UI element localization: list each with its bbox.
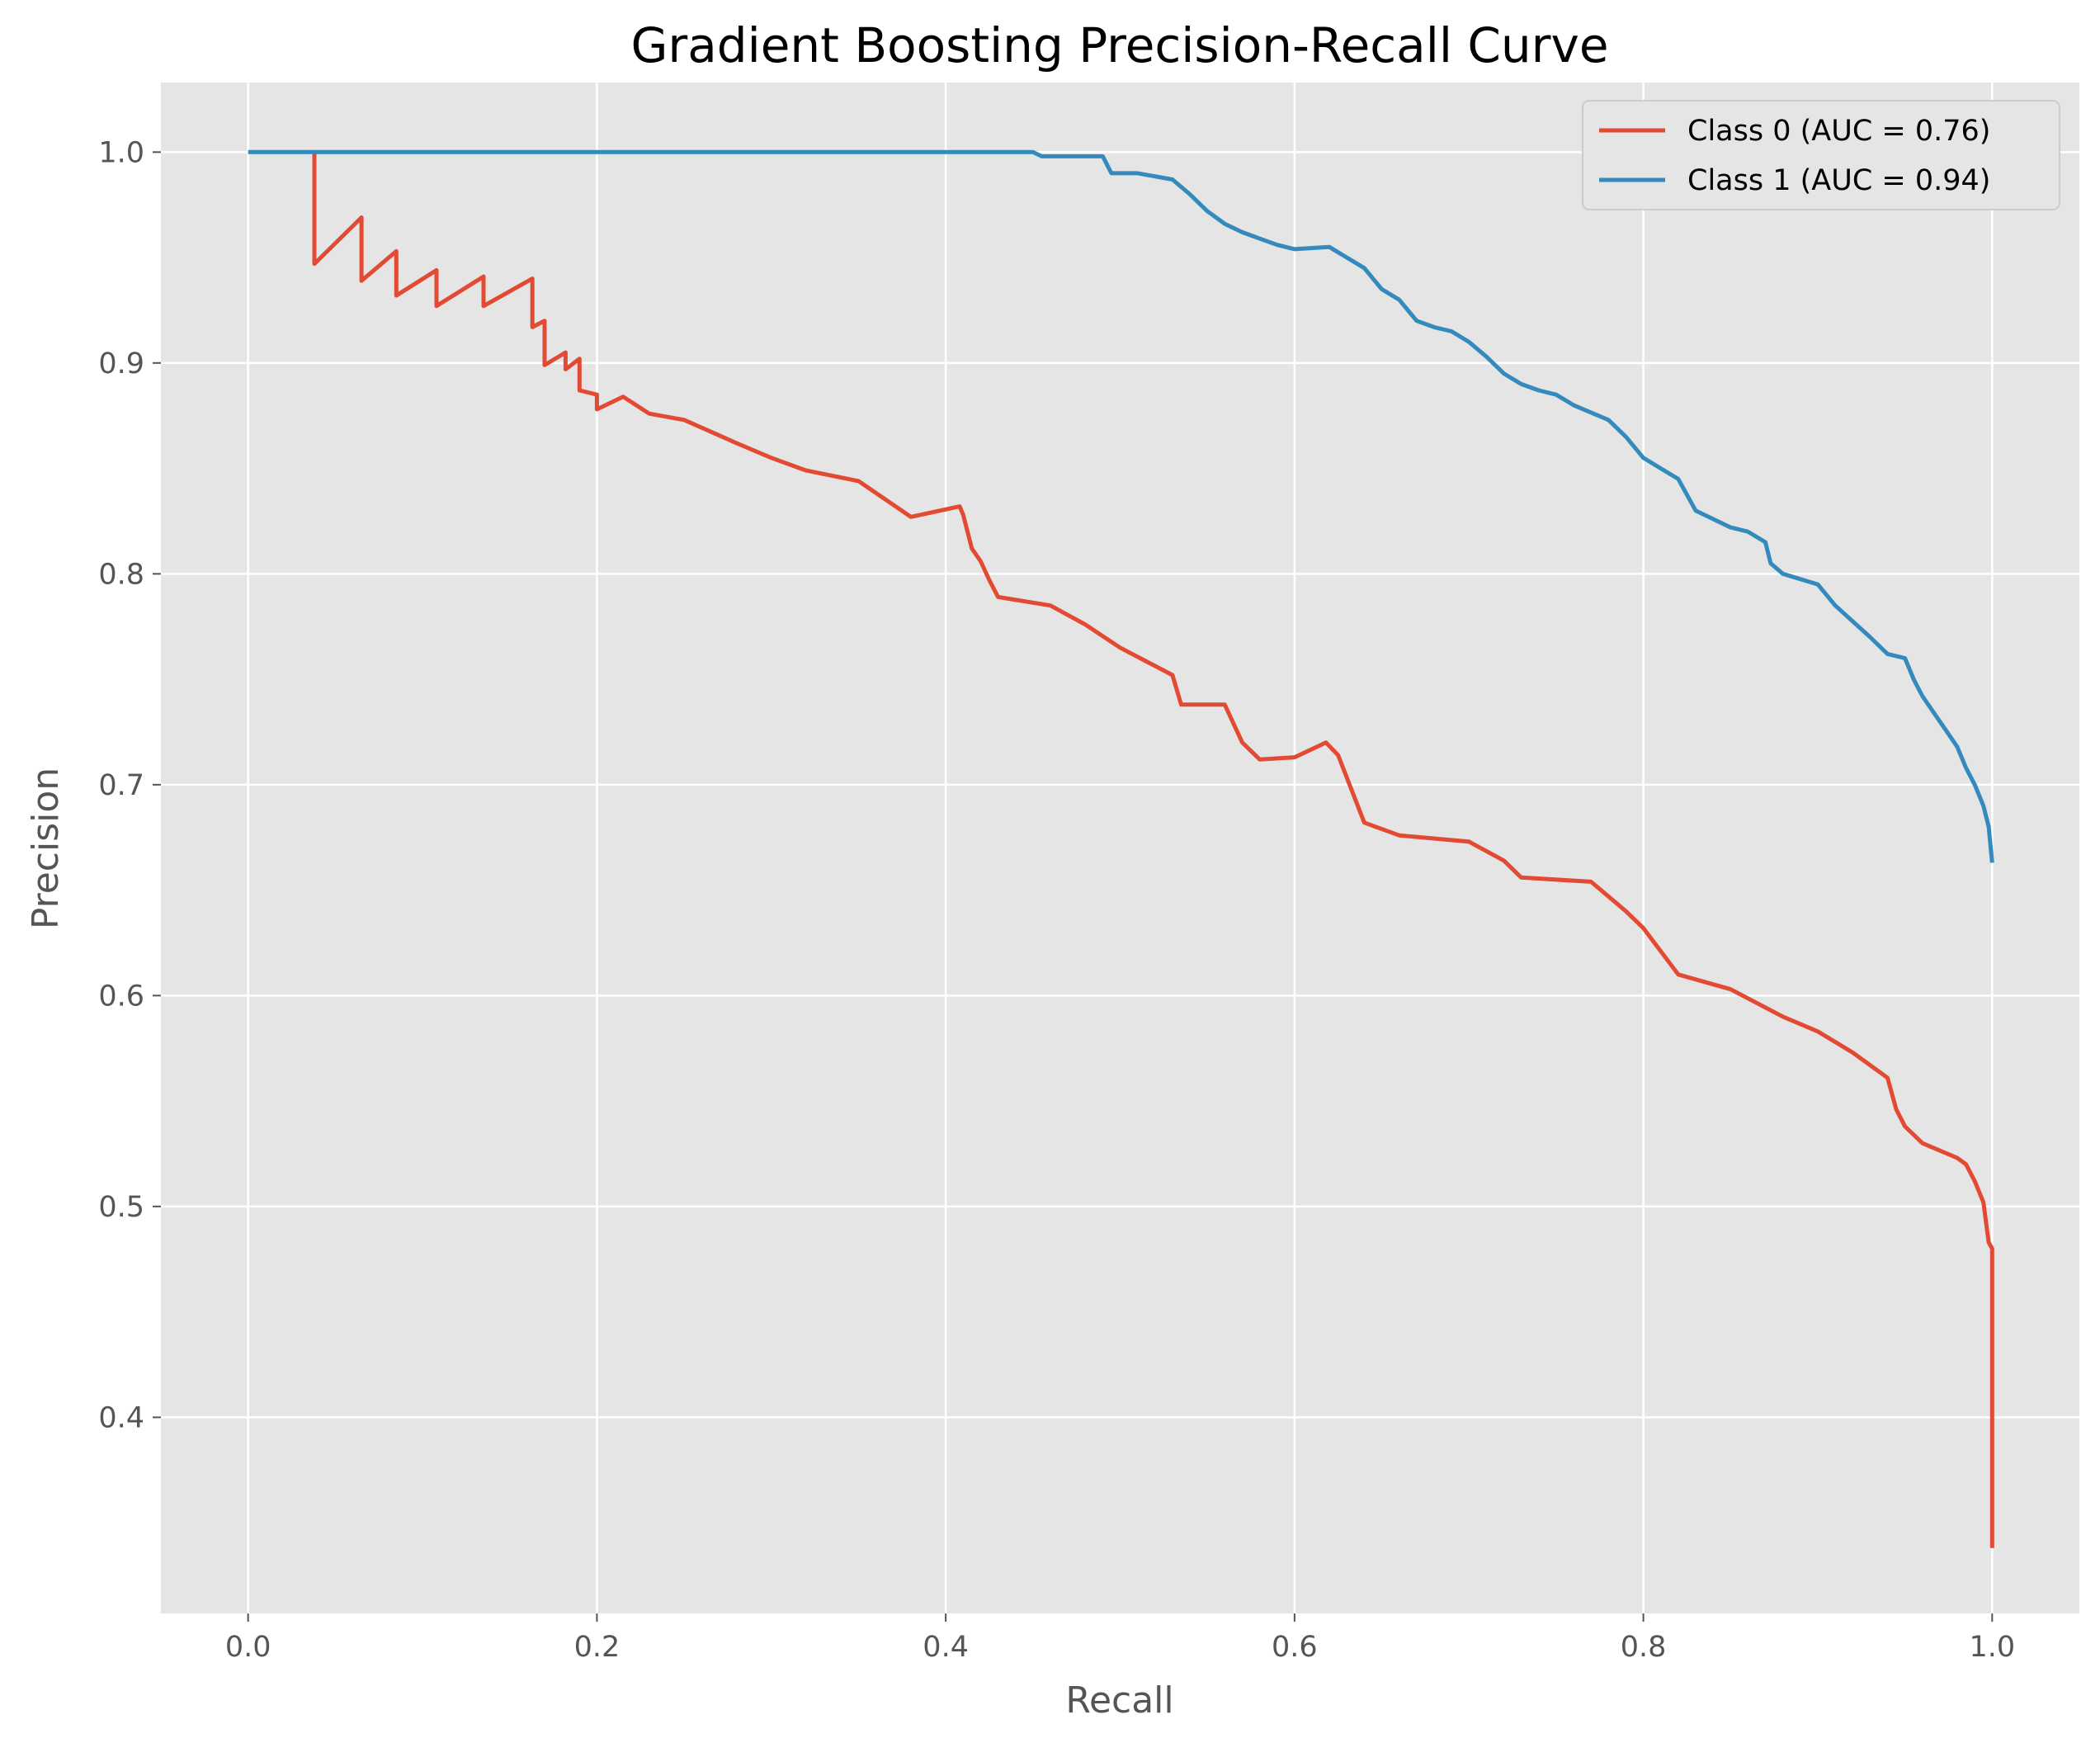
- y-tick-label: 0.6: [98, 980, 144, 1013]
- x-axis-label: Recall: [1065, 1679, 1173, 1722]
- y-tick-label: 0.9: [98, 347, 144, 380]
- tick-labels: 0.0 0.2 0.4 0.6 0.8 1.0 0.4 0.5 0.6 0.7 0.8 0.9 1.0: [98, 136, 2015, 1664]
- y-axis-label: Precision: [25, 768, 67, 929]
- legend: Class 0 (AUC = 0.76) Class 1 (AUC = 0.94…: [1582, 100, 2060, 210]
- x-tick-label: 0.2: [574, 1631, 621, 1664]
- x-tick-label: 1.0: [1969, 1631, 2015, 1664]
- x-tick-label: 0.6: [1272, 1631, 1318, 1664]
- legend-entry-class-0: Class 0 (AUC = 0.76): [1687, 115, 1990, 148]
- x-tick-label: 0.4: [923, 1631, 969, 1664]
- series-lines: [248, 149, 1994, 1548]
- series-line-class-1: [248, 149, 1994, 863]
- y-tick-label: 0.4: [98, 1401, 144, 1434]
- plot-area: [161, 83, 2079, 1613]
- y-tick-label: 0.7: [98, 769, 144, 802]
- x-tick-label: 0.8: [1621, 1631, 1667, 1664]
- legend-box: [1582, 100, 2060, 210]
- chart-title: Gradient Boosting Precision-Recall Curve: [630, 17, 1608, 73]
- y-tick-label: 0.5: [98, 1191, 144, 1224]
- y-tick-label: 1.0: [98, 136, 144, 169]
- x-tick-label: 0.0: [225, 1631, 271, 1664]
- series-line-class-0: [312, 152, 1994, 1548]
- y-tick-label: 0.8: [98, 558, 144, 591]
- grid: [161, 83, 2079, 1613]
- legend-entry-class-1: Class 1 (AUC = 0.94): [1687, 164, 1990, 197]
